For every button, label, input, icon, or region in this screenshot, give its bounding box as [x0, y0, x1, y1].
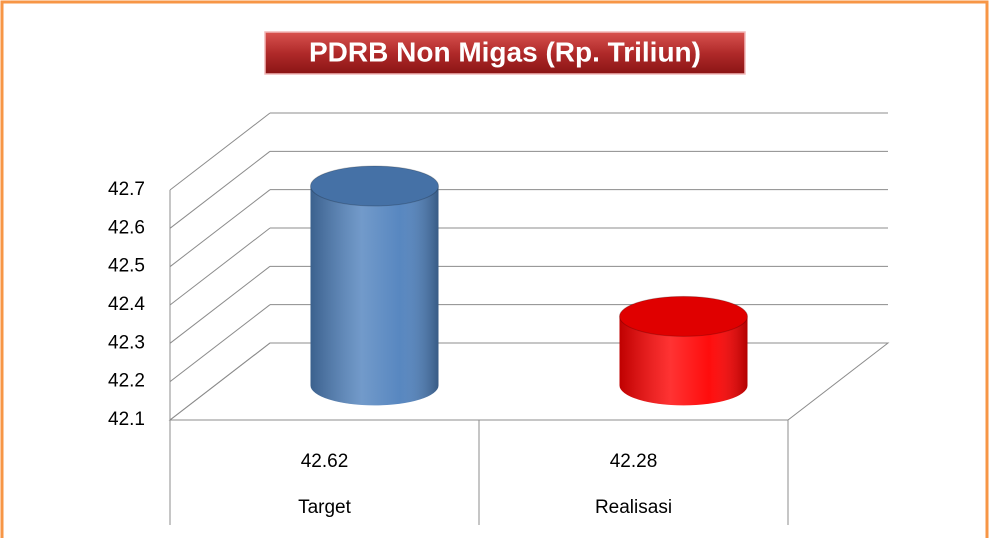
- bar-top-shade: [619, 296, 748, 337]
- grid-line: [169, 304, 271, 383]
- y-tick-label: 42.1: [108, 409, 145, 430]
- y-tick-label: 42.3: [108, 332, 145, 353]
- grid-line: [169, 265, 271, 344]
- grid-line: [169, 112, 271, 191]
- floor: [168, 342, 890, 421]
- data-label: 42.28: [610, 451, 658, 472]
- x-tick-label: Target: [298, 497, 352, 518]
- chart-title: PDRB Non Migas (Rp. Triliun): [309, 36, 701, 67]
- y-tick-label: 42.6: [108, 217, 145, 238]
- y-tick-label: 42.2: [108, 371, 145, 392]
- grid-line: [169, 189, 271, 268]
- grid-line: [169, 150, 271, 229]
- bar-top: [310, 165, 439, 207]
- bar-top: [619, 295, 748, 337]
- y-tick-label: 42.4: [108, 294, 145, 315]
- bar-shade: [310, 186, 439, 406]
- data-label: 42.62: [301, 451, 349, 472]
- bar-shade: [619, 316, 748, 406]
- grid-line: [169, 227, 271, 306]
- y-tick-label: 42.7: [108, 179, 145, 200]
- bar-top-shade: [310, 166, 439, 207]
- grid-line: [169, 342, 271, 421]
- title-box: [264, 31, 746, 75]
- y-tick-label: 42.5: [108, 256, 145, 277]
- x-tick-label: Realisasi: [595, 497, 672, 518]
